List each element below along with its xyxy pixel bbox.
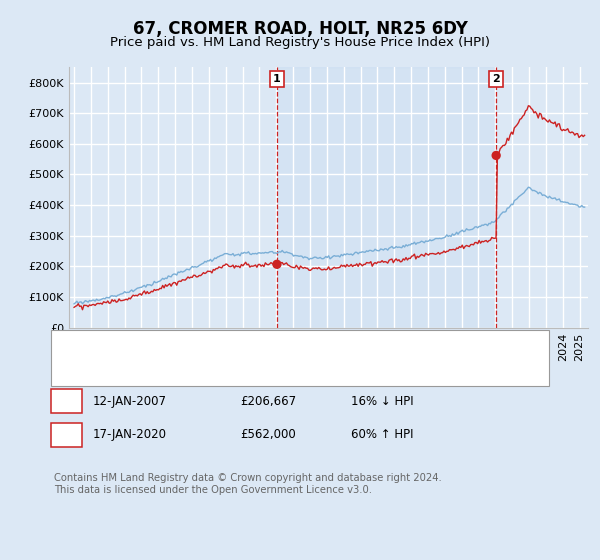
Text: HPI: Average price, detached house, North Norfolk: HPI: Average price, detached house, Nort… bbox=[105, 365, 386, 375]
Text: £206,667: £206,667 bbox=[240, 395, 296, 408]
Text: 60% ↑ HPI: 60% ↑ HPI bbox=[351, 428, 413, 441]
Bar bbox=[277, 67, 496, 328]
Point bbox=[272, 260, 282, 269]
Text: Price paid vs. HM Land Registry's House Price Index (HPI): Price paid vs. HM Land Registry's House … bbox=[110, 36, 490, 49]
Text: 67, CROMER ROAD, HOLT, NR25 6DY: 67, CROMER ROAD, HOLT, NR25 6DY bbox=[133, 20, 467, 38]
Text: 1: 1 bbox=[273, 74, 281, 84]
Point bbox=[491, 151, 501, 160]
Text: 12-JAN-2007: 12-JAN-2007 bbox=[93, 395, 167, 408]
Text: 17-JAN-2020: 17-JAN-2020 bbox=[93, 428, 167, 441]
Text: 67, CROMER ROAD, HOLT, NR25 6DY (detached house): 67, CROMER ROAD, HOLT, NR25 6DY (detache… bbox=[105, 342, 410, 352]
Text: 2: 2 bbox=[62, 428, 71, 441]
Text: 16% ↓ HPI: 16% ↓ HPI bbox=[351, 395, 413, 408]
Text: 1: 1 bbox=[62, 395, 71, 408]
Text: Contains HM Land Registry data © Crown copyright and database right 2024.
This d: Contains HM Land Registry data © Crown c… bbox=[54, 473, 442, 495]
Text: 2: 2 bbox=[492, 74, 500, 84]
Text: £562,000: £562,000 bbox=[240, 428, 296, 441]
